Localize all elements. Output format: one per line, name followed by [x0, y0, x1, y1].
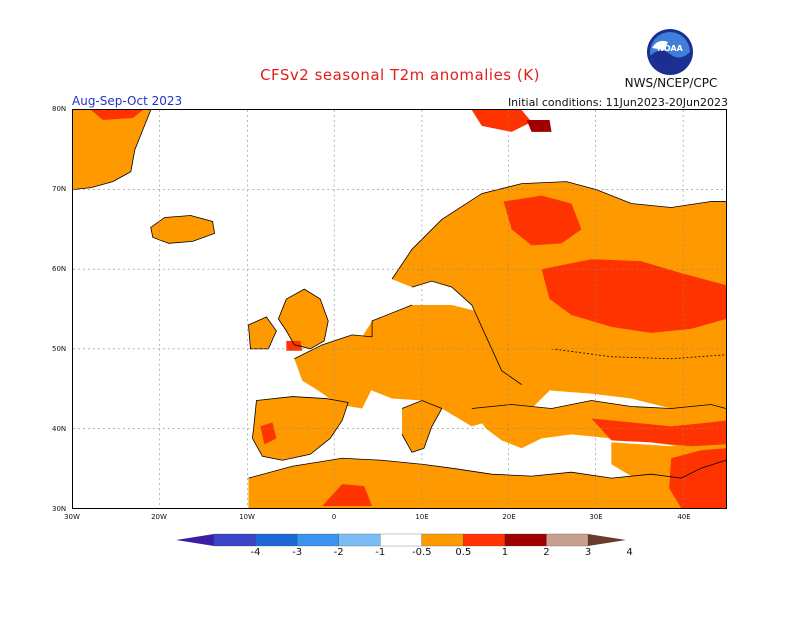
- lat-label-70n: 70N: [52, 185, 67, 193]
- colorbar-swatch: [504, 533, 547, 547]
- season-label: Aug-Sep-Oct 2023: [72, 94, 183, 108]
- lat-label-60n: 60N: [52, 265, 67, 273]
- lat-label-40n: 40N: [52, 425, 67, 433]
- colorbar-tick-label: -0.5: [412, 547, 432, 558]
- colorbar-swatch: [421, 533, 464, 547]
- lon-label-10e: 10E: [415, 513, 429, 521]
- lon-label-30w: 30W: [64, 513, 80, 521]
- initial-conditions: Initial conditions: 11Jun2023-20Jun2023: [507, 96, 728, 109]
- chart-title: CFSv2 seasonal T2m anomalies (K): [260, 66, 540, 84]
- coastlines: [73, 110, 726, 479]
- colorbar-tick-label: 4: [626, 547, 633, 558]
- anomaly-2-3: [526, 119, 552, 132]
- colorbar-tick-label: -1: [375, 547, 386, 558]
- lon-label-20e: 20E: [502, 513, 516, 521]
- colorbar-tick-label: -4: [250, 547, 261, 558]
- colorbar-tick-label: 1: [501, 547, 509, 558]
- colorbar: [176, 533, 626, 547]
- lon-label-10w: 10W: [239, 513, 255, 521]
- noaa-logo-icon: NOAA: [647, 29, 693, 75]
- colorbar-swatch: [463, 533, 506, 547]
- colorbar-swatch: [213, 533, 256, 547]
- lat-label-30n: 30N: [52, 505, 67, 513]
- anomaly-1-2: [90, 110, 726, 508]
- lon-label-40e: 40E: [677, 513, 691, 521]
- colorbar-tick-label: -2: [333, 547, 344, 558]
- colorbar-tick-label: 0.5: [455, 547, 472, 558]
- colorbar-upper-extension: [588, 534, 626, 546]
- colorbar-swatch: [338, 533, 381, 547]
- colorbar-lower-extension: [176, 534, 214, 546]
- lon-label-20w: 20W: [151, 513, 167, 521]
- graticule: [73, 110, 726, 508]
- lon-label-0: 0: [331, 513, 337, 521]
- anomaly-map: [72, 109, 727, 509]
- colorbar-swatch: [380, 533, 422, 547]
- agency-label: NWS/NCEP/CPC: [624, 76, 718, 90]
- colorbar-swatch: [255, 533, 298, 547]
- lon-label-30e: 30E: [589, 513, 603, 521]
- colorbar-swatch: [546, 533, 589, 547]
- colorbar-swatch: [296, 533, 339, 547]
- colorbar-tick-label: 3: [584, 547, 592, 558]
- lat-label-80n: 80N: [52, 105, 67, 113]
- colorbar-tick-label: 2: [543, 547, 550, 558]
- lat-label-50n: 50N: [52, 345, 67, 353]
- svg-text:NOAA: NOAA: [657, 44, 683, 53]
- colorbar-tick-label: -3: [292, 547, 303, 558]
